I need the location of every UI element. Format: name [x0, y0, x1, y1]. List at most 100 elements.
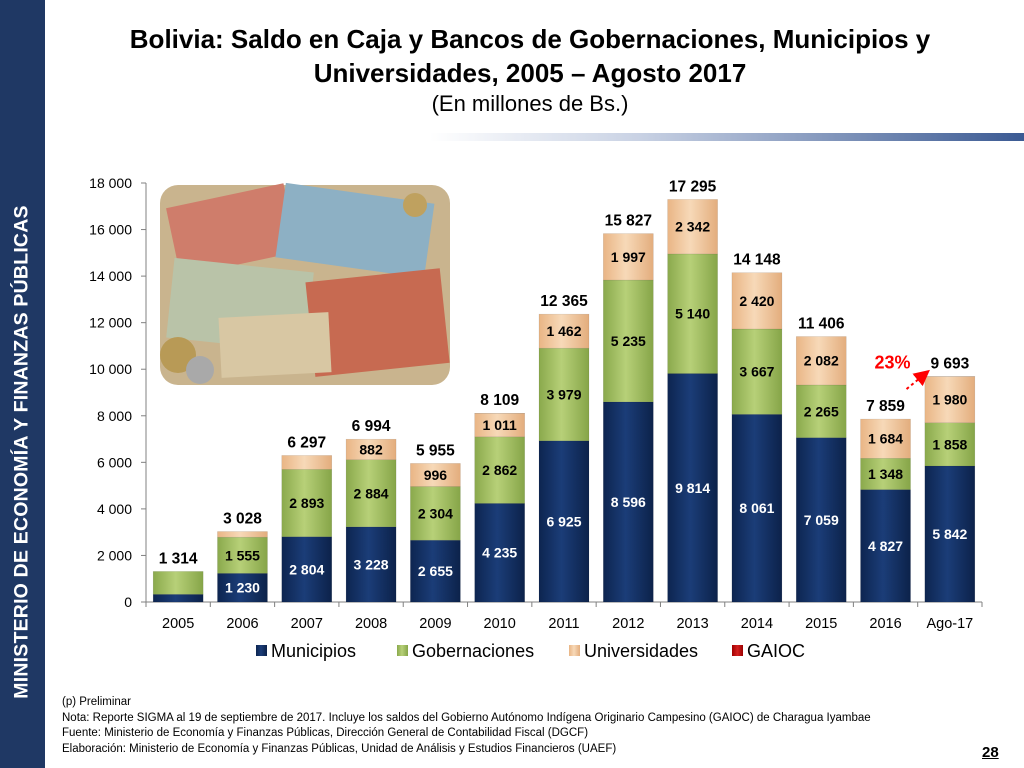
bar-municipios — [603, 401, 654, 603]
legend-label-municipios: Municipios — [271, 641, 356, 661]
bar-gobernaciones — [731, 328, 783, 415]
bar-municipios — [795, 437, 847, 603]
bar-universidades — [410, 463, 461, 487]
bar-municipios — [924, 465, 976, 603]
data-label-municipios: 4 827 — [868, 538, 903, 554]
bar-universidades — [731, 272, 783, 330]
data-label-municipios: 2 804 — [289, 561, 324, 577]
total-label: 1 314 — [159, 550, 198, 567]
bar-gobernaciones — [603, 279, 654, 403]
data-label-municipios: 9 814 — [675, 480, 710, 496]
bar-universidades — [345, 438, 397, 460]
note-nota: Nota: Reporte SIGMA al 19 de septiembre … — [62, 711, 871, 724]
total-label: 6 297 — [287, 434, 326, 451]
slide-title: Bolivia: Saldo en Caja y Bancos de Gober… — [60, 22, 1000, 118]
x-tick-label: 2013 — [676, 616, 708, 632]
y-tick-label: 16 000 — [89, 222, 132, 238]
data-label-municipios: 3 228 — [354, 556, 389, 572]
bar-universidades — [538, 313, 590, 349]
data-label-municipios: 2 655 — [418, 563, 453, 579]
banknotes-photo — [160, 182, 450, 385]
stacked-bar-chart: 0 2 000 4 000 6 000 8 000 10 000 12 000 14 000 1… — [89, 175, 983, 661]
data-label-gobernaciones: 3 667 — [739, 364, 774, 380]
bar-municipios — [667, 373, 718, 603]
y-tick-label: 2 000 — [97, 547, 132, 563]
footnotes: (p) Preliminar Nota: Reporte SIGMA al 19… — [62, 695, 871, 757]
data-label-universidades: 2 342 — [675, 219, 710, 235]
bar-municipios — [345, 526, 397, 603]
sidebar: MINISTERIO DE ECONOMÍA Y FINANZAS PÚBLIC… — [0, 0, 45, 768]
data-label-gobernaciones: 1 348 — [868, 466, 903, 482]
data-label-gobernaciones: 1 858 — [932, 436, 967, 452]
page-number: 28 — [982, 744, 999, 761]
bar-universidades — [860, 418, 911, 459]
growth-arrow — [905, 369, 930, 390]
legend-label-gobernaciones: Gobernaciones — [412, 641, 534, 661]
bar-municipios — [538, 440, 590, 603]
total-label: 11 406 — [798, 315, 845, 332]
bar-gobernaciones — [538, 347, 590, 442]
data-label-universidades: 1 997 — [611, 249, 646, 265]
y-tick-label: 6 000 — [97, 454, 132, 470]
bar-municipios — [410, 539, 461, 603]
bar-municipios — [474, 503, 525, 603]
title-subtitle: (En millones de Bs.) — [431, 91, 629, 116]
data-label-municipios: 8 596 — [611, 494, 646, 510]
legend-swatch-gobernaciones — [397, 645, 408, 656]
total-label: 12 365 — [540, 293, 588, 310]
total-label: 14 148 — [733, 252, 781, 269]
total-label: 8 109 — [480, 392, 519, 409]
bar-universidades — [217, 531, 268, 538]
bar-universidades — [795, 336, 847, 386]
total-label: 7 859 — [866, 398, 905, 415]
chart-labels: 2005 1 314 2006 1 230 1 555 3 028 2007 2 804 2 8… — [159, 178, 973, 632]
total-label: 15 827 — [605, 213, 652, 230]
y-tick-label: 0 — [124, 594, 132, 610]
legend-swatch-gaioc — [732, 645, 743, 656]
bar-gobernaciones — [924, 422, 976, 467]
data-label-gobernaciones: 5 235 — [611, 333, 646, 349]
x-tick-label: 2011 — [548, 616, 579, 632]
legend-label-gaioc: GAIOC — [747, 641, 805, 661]
y-tick-label: 8 000 — [97, 408, 132, 424]
title-line-1: Bolivia: Saldo en Caja y Bancos de Gober… — [129, 24, 931, 54]
legend-swatch-municipios — [256, 645, 267, 656]
data-label-municipios: 1 230 — [225, 580, 260, 596]
data-label-universidades: 1 462 — [546, 323, 581, 339]
bar-municipios — [152, 594, 204, 603]
data-label-municipios: 7 059 — [804, 512, 839, 528]
x-tick-label: 2015 — [805, 616, 837, 632]
x-tick-label: 2012 — [612, 616, 644, 632]
y-tick-label: 4 000 — [97, 501, 132, 517]
chart-bars — [152, 199, 976, 603]
data-label-universidades: 1 011 — [483, 417, 517, 433]
y-tick-label: 14 000 — [89, 268, 132, 284]
data-label-universidades: 1 980 — [932, 392, 967, 408]
bar-gobernaciones — [860, 458, 911, 490]
bar-universidades — [603, 233, 654, 281]
data-label-gobernaciones: 2 893 — [289, 495, 324, 511]
data-label-gobernaciones: 2 265 — [804, 403, 839, 419]
data-label-gobernaciones: 2 862 — [482, 462, 517, 478]
bar-gobernaciones — [667, 253, 718, 374]
total-label: 3 028 — [223, 511, 262, 528]
bar-municipios — [217, 573, 268, 603]
note-elaboracion: Elaboración: Ministerio de Economía y Fi… — [62, 742, 617, 755]
y-tick-label: 12 000 — [89, 315, 132, 331]
x-tick-label: 2006 — [226, 616, 258, 632]
data-label-universidades: 2 082 — [804, 353, 839, 369]
bar-universidades — [281, 455, 333, 470]
ministry-label: MINISTERIO DE ECONOMÍA Y FINANZAS PÚBLIC… — [10, 205, 33, 699]
total-label: 17 295 — [669, 178, 717, 195]
note-fuente: Fuente: Ministerio de Economía y Finanza… — [62, 727, 589, 739]
x-tick-label: 2007 — [291, 616, 323, 632]
data-label-municipios: 4 235 — [482, 545, 517, 561]
bar-municipios — [731, 414, 783, 603]
bar-universidades — [667, 199, 718, 255]
x-tick-label: 2005 — [162, 616, 194, 632]
bar-gobernaciones — [410, 486, 461, 541]
x-tick-label: 2014 — [741, 616, 773, 632]
data-label-municipios: 5 842 — [932, 526, 967, 542]
data-label-universidades: 2 420 — [739, 293, 774, 309]
x-tick-label: 2009 — [419, 616, 451, 632]
